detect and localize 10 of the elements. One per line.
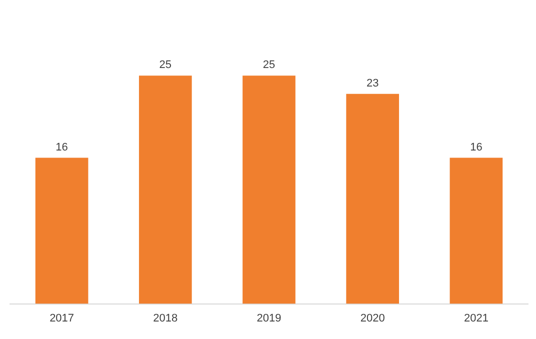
x-tick-label: 2021 [464, 312, 488, 324]
x-tick-label: 2019 [256, 312, 282, 324]
data-label: 25 [159, 59, 172, 72]
data-label: 16 [56, 141, 68, 154]
x-tick-label: 2020 [360, 312, 385, 324]
data-label: 25 [262, 59, 276, 72]
x-tick-label: 2017 [50, 312, 74, 324]
x-tick-label: 2018 [153, 312, 178, 324]
data-label: 16 [470, 141, 482, 154]
data-label: 23 [366, 77, 379, 90]
